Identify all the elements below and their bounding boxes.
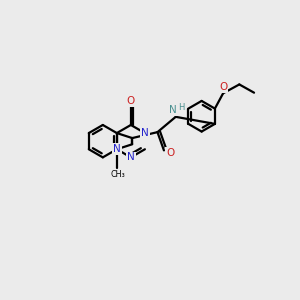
Text: N: N xyxy=(127,152,135,162)
Text: O: O xyxy=(166,148,175,158)
Text: H: H xyxy=(178,103,184,112)
Text: N: N xyxy=(113,144,121,154)
Text: CH₃: CH₃ xyxy=(110,170,125,179)
Text: O: O xyxy=(127,96,135,106)
Text: O: O xyxy=(219,82,227,92)
Text: N: N xyxy=(169,105,177,116)
Text: N: N xyxy=(141,128,149,138)
